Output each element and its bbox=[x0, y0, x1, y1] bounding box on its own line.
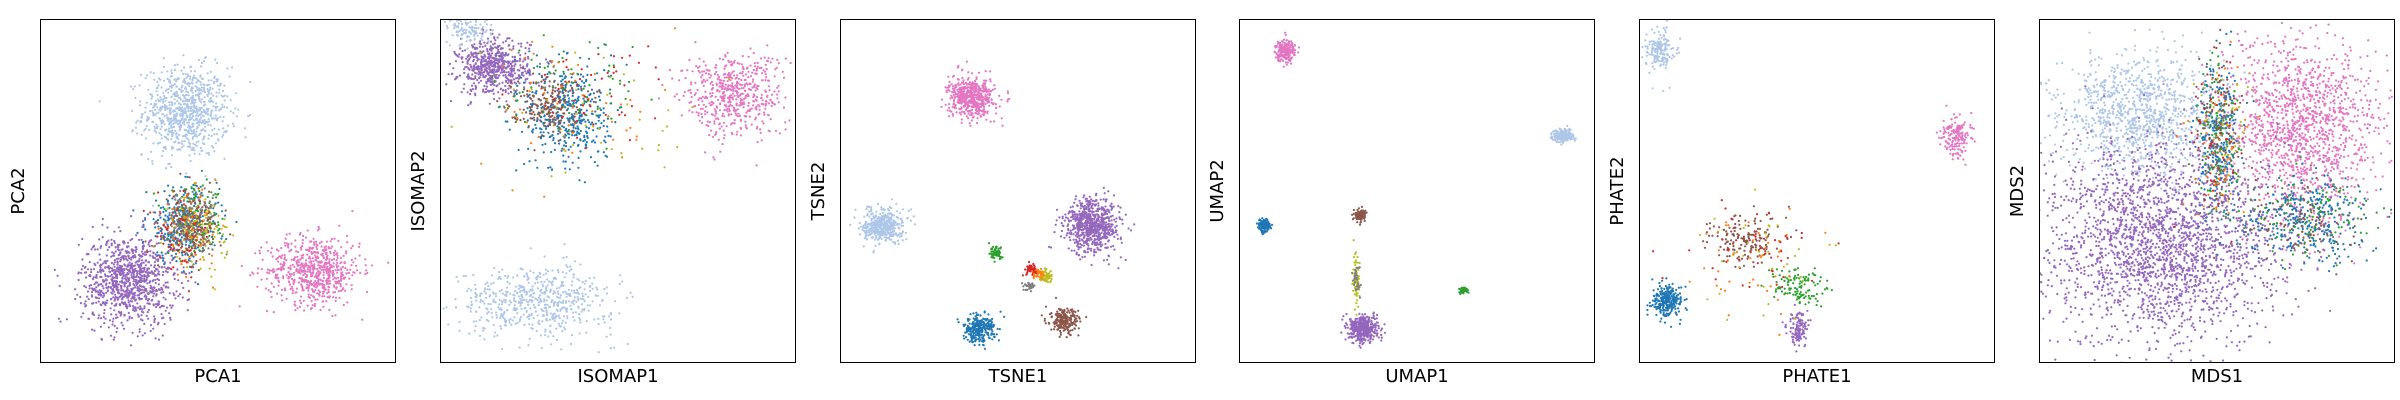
series-3-points bbox=[1351, 205, 1368, 226]
scatter-points bbox=[2039, 21, 2393, 363]
series-2-points bbox=[1255, 217, 1274, 236]
axes-frame bbox=[840, 19, 1196, 363]
panel-isomap1: ISOMAP1 ISOMAP2 bbox=[408, 19, 796, 387]
y-axis-label: PCA2 bbox=[8, 167, 29, 214]
panel-mds1: MDS1 MDS2 bbox=[2007, 19, 2395, 387]
series-1-points bbox=[849, 198, 917, 254]
series-4-points bbox=[2187, 51, 2393, 271]
scatter-points bbox=[1639, 19, 1976, 353]
scatter-points bbox=[1255, 31, 1577, 349]
series-5-points bbox=[490, 34, 653, 150]
panel-pca1: PCA1 PCA2 bbox=[8, 19, 396, 387]
axes-frame bbox=[440, 19, 796, 363]
series-6-points bbox=[480, 27, 677, 198]
scatter-points bbox=[53, 54, 390, 347]
series-1-points bbox=[442, 19, 634, 354]
plot-area bbox=[840, 19, 1196, 363]
series-1-points bbox=[1935, 104, 1976, 166]
series-1-points bbox=[238, 210, 390, 321]
series-6-points bbox=[2175, 40, 2261, 216]
axes-frame bbox=[1239, 19, 1595, 363]
plot-area bbox=[40, 19, 396, 363]
series-5-points bbox=[1781, 303, 1812, 353]
series-1-points bbox=[2156, 21, 2393, 284]
series-7-points bbox=[1458, 286, 1470, 296]
series-8-points bbox=[159, 181, 235, 291]
scatter-points bbox=[849, 60, 1136, 350]
series-3-points bbox=[1702, 205, 1798, 270]
x-axis-label: PHATE1 bbox=[1782, 366, 1851, 387]
x-axis-label: UMAP1 bbox=[1385, 366, 1448, 387]
series-6-points bbox=[1351, 266, 1362, 299]
series-2-points bbox=[1646, 277, 1688, 328]
y-axis-label: UMAP2 bbox=[1207, 159, 1228, 222]
series-4-points bbox=[657, 41, 792, 167]
panel-tsne1: TSNE1 TSNE2 bbox=[808, 19, 1196, 387]
panel-umap1: UMAP1 UMAP2 bbox=[1207, 19, 1595, 387]
series-6-points bbox=[1021, 260, 1038, 277]
plot-area bbox=[1639, 19, 1995, 363]
series-1-points bbox=[1549, 124, 1577, 146]
series-0-points bbox=[98, 54, 252, 207]
series-3-points bbox=[496, 60, 601, 152]
y-axis-label: PHATE2 bbox=[1607, 156, 1628, 225]
y-axis-label: MDS2 bbox=[2007, 165, 2028, 217]
axes-frame bbox=[1639, 19, 1995, 363]
series-4-points bbox=[1340, 311, 1387, 349]
axes-frame bbox=[2039, 19, 2395, 363]
x-axis-label: ISOMAP1 bbox=[577, 366, 658, 387]
series-0-points bbox=[1639, 19, 1682, 93]
series-7-points bbox=[501, 45, 660, 150]
series-7-points bbox=[2173, 46, 2244, 243]
series-8-points bbox=[1021, 281, 1036, 293]
series-0-points bbox=[940, 60, 1011, 127]
plot-area bbox=[1239, 19, 1595, 363]
series-5-points bbox=[987, 242, 1004, 263]
series-2-points bbox=[2039, 85, 2369, 363]
series-0-points bbox=[445, 28, 553, 113]
series-3-points bbox=[956, 310, 1006, 350]
series-9-points bbox=[152, 187, 228, 274]
series-6-points bbox=[1688, 207, 1827, 336]
series-2-points bbox=[53, 214, 214, 347]
panel-phate1: PHATE1 PHATE2 bbox=[1607, 19, 1995, 387]
series-8-points bbox=[450, 51, 731, 178]
series-0-points bbox=[1273, 31, 1301, 68]
series-9-points bbox=[1031, 267, 1045, 281]
scatter-points bbox=[442, 19, 792, 354]
x-axis-label: TSNE1 bbox=[988, 366, 1048, 387]
axes-frame bbox=[40, 19, 396, 363]
x-axis-label: PCA1 bbox=[194, 366, 241, 387]
series-5-points bbox=[2190, 28, 2364, 284]
y-axis-label: TSNE2 bbox=[808, 162, 829, 222]
series-2-points bbox=[1048, 186, 1136, 270]
series-4-points bbox=[1040, 296, 1088, 339]
y-axis-label: ISOMAP2 bbox=[408, 150, 429, 231]
series-8-points bbox=[2192, 71, 2260, 203]
series-8-points bbox=[1698, 188, 1837, 321]
x-axis-label: MDS1 bbox=[2191, 366, 2243, 387]
